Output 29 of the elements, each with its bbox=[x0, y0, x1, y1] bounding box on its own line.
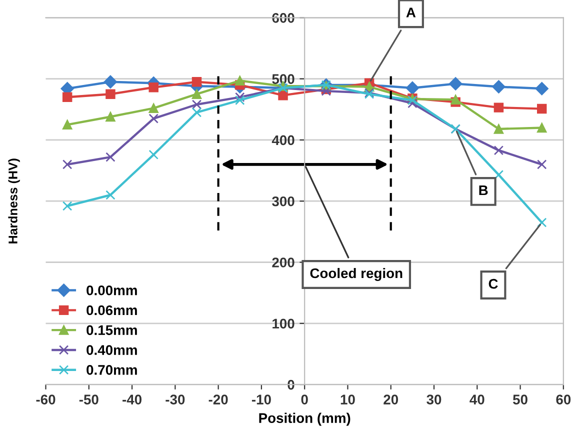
x-tick-label: -10 bbox=[252, 394, 271, 404]
x-tick-label: -30 bbox=[166, 394, 185, 404]
y-tick-label: 400 bbox=[272, 135, 294, 146]
y-tick-label: 500 bbox=[272, 74, 294, 84]
annotation: A bbox=[406, 8, 416, 18]
y-tick-label: 300 bbox=[272, 196, 294, 206]
annotation: Cooled region bbox=[310, 268, 402, 281]
x-tick-label: 50 bbox=[512, 394, 528, 404]
x-tick-label: -60 bbox=[36, 394, 56, 404]
annotation: B bbox=[479, 185, 488, 196]
y-axis-title: Hardness (HV) bbox=[8, 158, 20, 244]
x-tick-label: -40 bbox=[122, 394, 142, 404]
x-axis-title: Position (mm) bbox=[259, 412, 350, 426]
legend-label: 0.70mm bbox=[86, 365, 137, 375]
x-tick-label: -20 bbox=[208, 394, 228, 404]
y-tick-label: 200 bbox=[272, 258, 294, 268]
x-tick-label: 0 bbox=[301, 394, 308, 404]
legend-label: 0.40mm bbox=[86, 345, 137, 355]
x-tick-label: 20 bbox=[384, 394, 398, 404]
x-tick-label: 40 bbox=[470, 394, 484, 404]
x-tick-label: 10 bbox=[340, 394, 355, 404]
legend-label: 0.15mm bbox=[86, 325, 137, 336]
legend-label: 0.00mm bbox=[86, 285, 137, 296]
x-tick-label: 30 bbox=[426, 394, 442, 404]
x-tick-label: 60 bbox=[556, 394, 571, 404]
y-tick-label: 100 bbox=[272, 318, 294, 329]
legend-label: 0.06mm bbox=[86, 305, 137, 316]
x-tick-label: -50 bbox=[79, 394, 98, 404]
annotation: C bbox=[488, 278, 498, 289]
